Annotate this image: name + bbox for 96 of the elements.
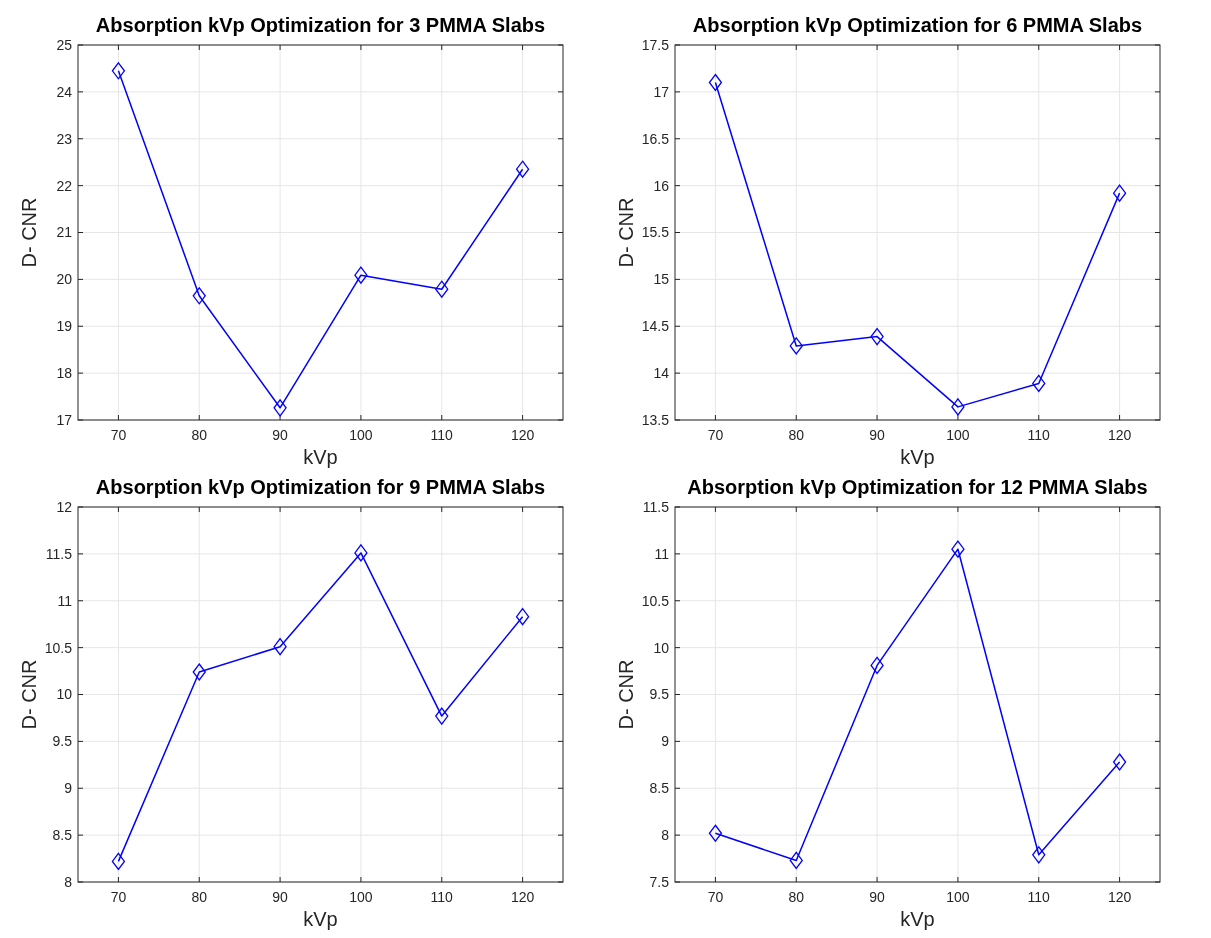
y-tick-label: 10.5: [44, 639, 73, 656]
y-tick-label: 8.5: [52, 827, 73, 844]
x-tick-label: 110: [1027, 889, 1051, 905]
x-tick-label: 80: [788, 889, 805, 905]
y-tick-label: 25: [56, 36, 73, 53]
y-tick-label: 19: [56, 318, 73, 335]
x-tick-label: 70: [110, 427, 127, 443]
y-tick-label: 8.5: [649, 780, 670, 797]
y-tick-label: 11: [57, 592, 73, 609]
x-axis-title: kVp: [303, 446, 338, 468]
y-tick-label: 9.5: [52, 733, 73, 750]
y-tick-label: 11: [654, 545, 670, 562]
y-tick-label: 13.5: [641, 411, 670, 428]
x-tick-label: 110: [430, 427, 454, 443]
y-tick-label: 8: [661, 827, 670, 844]
chart-title: Absorption kVp Optimization for 3 PMMA Slabs: [95, 14, 546, 36]
point: [192, 663, 206, 681]
point: [435, 280, 449, 298]
y-tick-label: 9: [661, 733, 670, 750]
point: [1112, 753, 1127, 771]
y-tick-label: 10.5: [641, 592, 670, 609]
point: [951, 398, 965, 416]
point: [1032, 374, 1046, 393]
point: [1032, 846, 1046, 864]
y-tick-label: 18: [56, 365, 73, 382]
chart-title: Absorption kVp Optimization for 9 PMMA Slabs: [95, 476, 546, 498]
point: [111, 62, 126, 80]
x-tick-label: 110: [1027, 427, 1051, 443]
y-tick-label: 9: [64, 780, 73, 797]
y-axis-title: D- CNR: [615, 197, 637, 268]
x-tick-label: 80: [191, 427, 208, 443]
y-tick-label: 17: [653, 83, 670, 100]
x-tick-label: 90: [869, 889, 886, 905]
x-axis-title: kVp: [900, 446, 935, 468]
point: [354, 544, 368, 562]
x-tick-label: 120: [510, 889, 535, 905]
x-tick-label: 100: [946, 427, 970, 443]
x-tick-label: 70: [707, 889, 724, 905]
y-tick-label: 11.5: [642, 498, 670, 515]
y-tick-label: 9.5: [649, 686, 670, 703]
x-tick-label: 70: [110, 889, 127, 905]
y-axis-title: D- CNR: [18, 197, 40, 268]
point: [708, 73, 723, 92]
point: [870, 327, 884, 346]
x-tick-label: 110: [430, 889, 454, 905]
chart-title: Absorption kVp Optimization for 6 PMMA Slabs: [692, 14, 1143, 36]
y-tick-label: 15: [653, 271, 670, 288]
x-axis-title: kVp: [900, 908, 935, 930]
point: [111, 852, 126, 871]
x-tick-label: 80: [191, 889, 208, 905]
y-tick-label: 21: [56, 224, 73, 241]
x-tick-label: 100: [349, 889, 373, 905]
y-tick-label: 22: [56, 177, 73, 194]
point: [870, 656, 884, 675]
point: [789, 337, 803, 355]
y-tick-label: 16.5: [641, 130, 670, 147]
point: [273, 638, 287, 656]
point: [789, 851, 803, 870]
y-tick-label: 14.5: [641, 318, 670, 335]
point: [192, 287, 206, 305]
point: [515, 608, 530, 626]
x-tick-label: 90: [869, 427, 886, 443]
y-axis-title: D- CNR: [18, 659, 40, 730]
x-tick-label: 70: [707, 427, 724, 443]
chart-title: Absorption kVp Optimization for 12 PMMA Slabs: [687, 476, 1148, 498]
x-tick-label: 100: [349, 427, 373, 443]
y-tick-label: 17.5: [641, 36, 670, 53]
x-axis-title: kVp: [303, 908, 338, 930]
x-tick-label: 120: [1107, 889, 1132, 905]
point: [515, 160, 530, 178]
y-tick-label: 17: [56, 411, 73, 428]
point: [354, 266, 368, 284]
point: [708, 824, 723, 842]
y-tick-label: 16: [653, 177, 670, 194]
x-tick-label: 120: [1107, 427, 1132, 443]
y-tick-label: 14: [653, 365, 670, 382]
y-tick-label: 20: [56, 271, 73, 288]
y-tick-label: 10: [56, 686, 73, 703]
x-tick-label: 90: [272, 427, 289, 443]
y-tick-label: 10: [653, 639, 670, 656]
y-tick-label: 15.5: [641, 224, 670, 241]
point: [951, 540, 965, 558]
point: [273, 399, 287, 417]
x-tick-label: 120: [510, 427, 535, 443]
y-tick-label: 24: [56, 83, 73, 100]
y-axis-title: D- CNR: [615, 659, 637, 730]
y-tick-label: 12: [56, 498, 73, 515]
y-tick-label: 8: [64, 873, 73, 890]
point: [435, 707, 449, 725]
x-tick-label: 100: [946, 889, 970, 905]
y-tick-label: 23: [56, 130, 73, 147]
x-tick-label: 90: [272, 889, 289, 905]
x-tick-label: 80: [788, 427, 805, 443]
y-tick-label: 7.5: [649, 873, 670, 890]
point: [1112, 184, 1127, 202]
y-tick-label: 11.5: [45, 545, 73, 562]
